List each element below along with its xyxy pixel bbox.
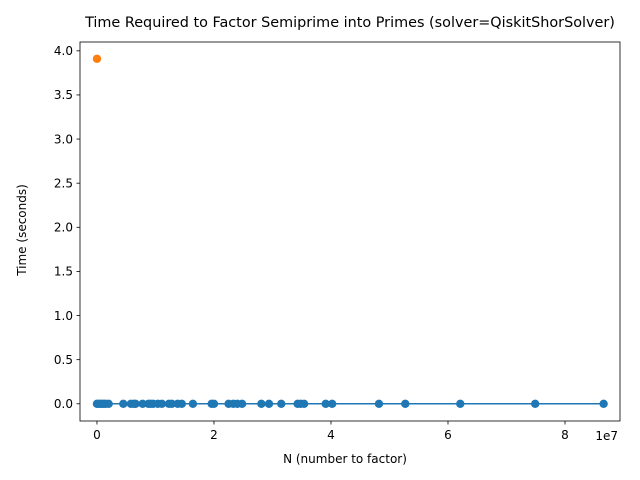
x-axis-label: N (number to factor)	[283, 452, 407, 466]
y-tick-label: 4.0	[54, 44, 73, 58]
y-tick-label: 1.5	[54, 265, 73, 279]
y-tick-label: 3.0	[54, 132, 73, 146]
y-axis-label: Time (seconds)	[15, 184, 29, 277]
x-tick-label: 6	[444, 428, 452, 442]
x-tick-label: 8	[561, 428, 569, 442]
y-tick-label: 0.0	[54, 397, 73, 411]
plot-frame	[79, 41, 621, 422]
x-tick-label: 4	[327, 428, 335, 442]
x-tick-label: 0	[93, 428, 101, 442]
outlier-point	[92, 54, 102, 63]
x-axis-offset-label: 1e7	[595, 429, 618, 443]
x-axis: 0 2 4 6 8	[93, 421, 569, 442]
y-axis: 0.0 0.5 1.0 1.5 2.0 2.5 3.0 3.5 4.0	[54, 44, 80, 411]
y-tick-label: 2.5	[54, 176, 73, 190]
y-tick-label: 1.0	[54, 309, 73, 323]
plot-area	[92, 54, 608, 408]
chart-title: Time Required to Factor Semiprime into P…	[84, 15, 615, 31]
x-tick-label: 2	[210, 428, 218, 442]
y-tick-label: 2.0	[54, 221, 73, 235]
y-tick-label: 0.5	[54, 353, 73, 367]
y-tick-label: 3.5	[54, 88, 73, 102]
